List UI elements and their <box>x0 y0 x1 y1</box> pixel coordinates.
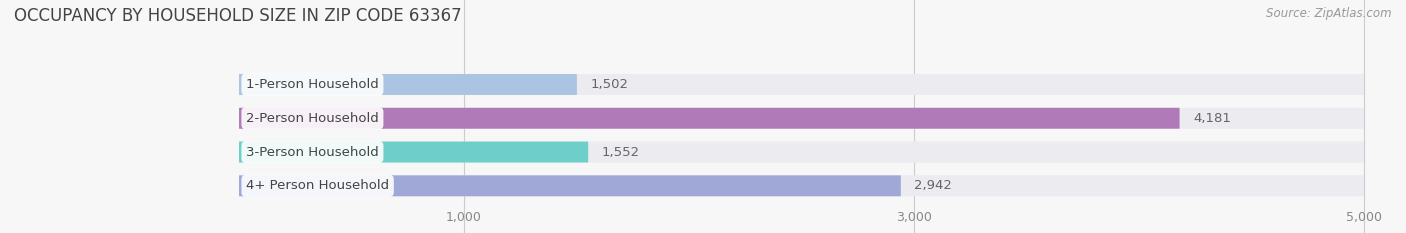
FancyBboxPatch shape <box>239 142 1364 162</box>
Text: 2,942: 2,942 <box>914 179 952 192</box>
Text: 2-Person Household: 2-Person Household <box>246 112 378 125</box>
FancyBboxPatch shape <box>239 74 1364 95</box>
Text: 3-Person Household: 3-Person Household <box>246 146 378 158</box>
FancyBboxPatch shape <box>239 108 1364 129</box>
Text: OCCUPANCY BY HOUSEHOLD SIZE IN ZIP CODE 63367: OCCUPANCY BY HOUSEHOLD SIZE IN ZIP CODE … <box>14 7 461 25</box>
Text: 4+ Person Household: 4+ Person Household <box>246 179 389 192</box>
Text: 1,552: 1,552 <box>602 146 640 158</box>
FancyBboxPatch shape <box>239 175 1364 196</box>
Text: Source: ZipAtlas.com: Source: ZipAtlas.com <box>1267 7 1392 20</box>
FancyBboxPatch shape <box>239 142 588 162</box>
FancyBboxPatch shape <box>239 108 1180 129</box>
FancyBboxPatch shape <box>239 74 576 95</box>
Text: 1-Person Household: 1-Person Household <box>246 78 378 91</box>
FancyBboxPatch shape <box>239 175 901 196</box>
Text: 1,502: 1,502 <box>591 78 628 91</box>
Text: 4,181: 4,181 <box>1194 112 1230 125</box>
